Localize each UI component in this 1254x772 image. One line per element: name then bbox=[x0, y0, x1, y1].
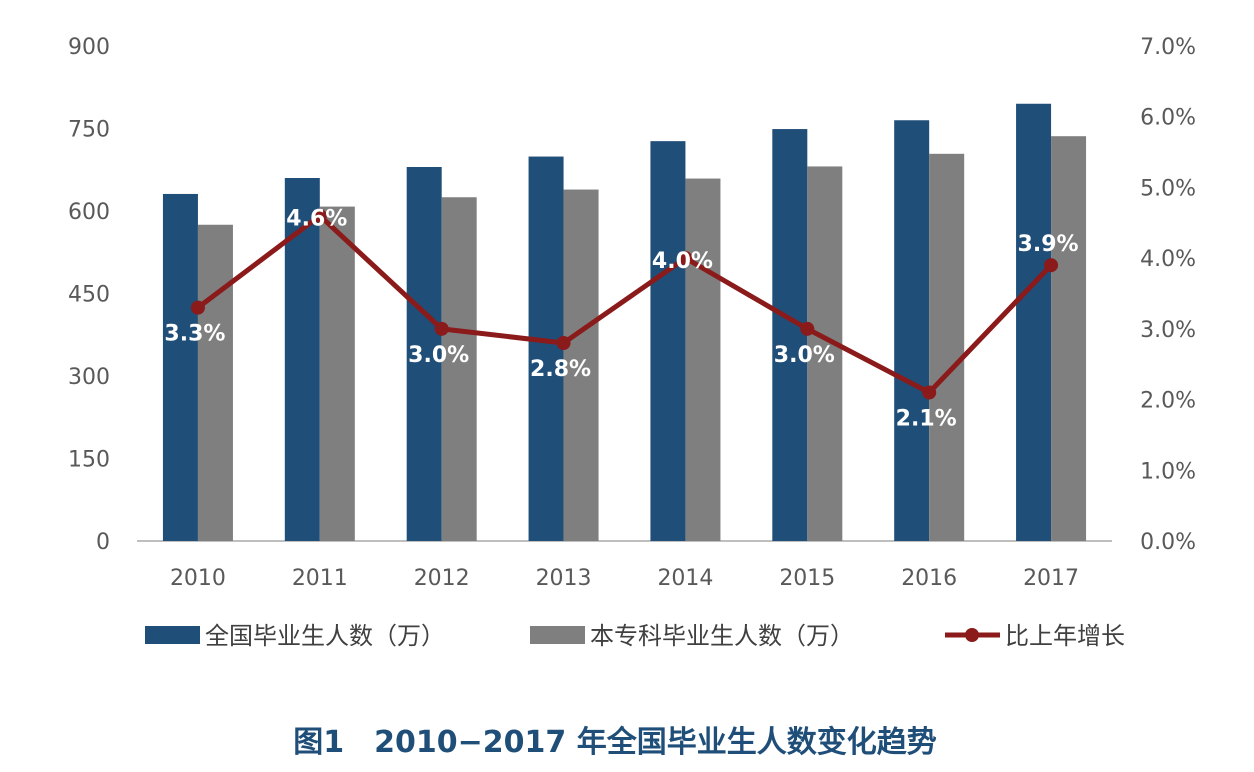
left-tick-label: 0 bbox=[96, 530, 110, 555]
x-tick-label: 2010 bbox=[170, 566, 226, 591]
growth-marker bbox=[190, 300, 205, 315]
legend-label: 全国毕业生人数（万） bbox=[205, 622, 445, 650]
growth-marker bbox=[556, 336, 571, 350]
bar-group bbox=[162, 103, 1087, 542]
national-graduates-bar bbox=[406, 167, 442, 541]
growth-data-label: 2.1% bbox=[896, 407, 957, 432]
growth-data-label: 3.3% bbox=[164, 322, 225, 347]
undergraduate-bar bbox=[1051, 136, 1087, 541]
left-tick-label: 600 bbox=[68, 200, 110, 225]
national-graduates-bar bbox=[650, 141, 686, 541]
national-graduates-bar bbox=[528, 156, 564, 542]
growth-data-label: 2.8% bbox=[530, 357, 591, 382]
x-axis: 2010 2011 2012 2013 2014 2015 2016 2017 bbox=[170, 566, 1079, 591]
growth-marker bbox=[922, 385, 937, 400]
national-graduates-bar bbox=[162, 193, 198, 541]
national-graduates-bar bbox=[1016, 103, 1052, 541]
undergraduate-bar bbox=[929, 153, 965, 542]
chart-caption: 图1 2010−2017 年全国毕业生人数变化趋势 bbox=[293, 725, 936, 760]
left-tick-label: 450 bbox=[68, 283, 110, 308]
right-tick-label: 5.0% bbox=[1140, 176, 1196, 201]
left-tick-label: 150 bbox=[68, 448, 110, 473]
right-tick-label: 7.0% bbox=[1140, 35, 1196, 60]
legend-label: 比上年增长 bbox=[1005, 622, 1125, 650]
right-axis: 0.0% 1.0% 2.0% 3.0% 4.0% 5.0% 6.0% 7.0% bbox=[1140, 35, 1196, 555]
growth-marker bbox=[312, 208, 327, 223]
undergraduate-bar bbox=[563, 189, 599, 542]
x-tick-label: 2015 bbox=[779, 566, 835, 591]
growth-data-label: 4.0% bbox=[652, 249, 713, 274]
legend-label: 本专科毕业生人数（万） bbox=[590, 622, 854, 650]
legend-swatch bbox=[530, 626, 585, 644]
right-tick-label: 3.0% bbox=[1140, 318, 1196, 343]
right-tick-label: 4.0% bbox=[1140, 247, 1196, 272]
x-tick-label: 2011 bbox=[292, 566, 348, 591]
x-tick-label: 2017 bbox=[1023, 566, 1079, 591]
national-graduates-bar bbox=[284, 178, 320, 541]
undergraduate-bar bbox=[319, 206, 355, 541]
left-tick-label: 750 bbox=[68, 118, 110, 143]
growth-marker bbox=[434, 321, 449, 336]
left-tick-label: 900 bbox=[68, 35, 110, 60]
growth-marker bbox=[678, 251, 693, 266]
undergraduate-bar bbox=[197, 224, 233, 541]
national-graduates-bar bbox=[772, 129, 808, 542]
national-graduates-bar bbox=[894, 120, 930, 541]
growth-data-label: 3.0% bbox=[774, 343, 835, 368]
legend-swatch bbox=[145, 626, 200, 644]
x-tick-label: 2013 bbox=[536, 566, 592, 591]
growth-line bbox=[196, 213, 1053, 395]
growth-data-label: 4.6% bbox=[286, 207, 347, 232]
left-tick-label: 300 bbox=[68, 365, 110, 390]
undergraduate-bar bbox=[441, 197, 477, 541]
right-tick-label: 1.0% bbox=[1140, 459, 1196, 484]
right-tick-label: 6.0% bbox=[1140, 106, 1196, 131]
legend: 全国毕业生人数（万） 本专科毕业生人数（万） 比上年增长 bbox=[145, 622, 1125, 650]
x-tick-label: 2014 bbox=[657, 566, 713, 591]
growth-data-label: 3.0% bbox=[408, 343, 469, 368]
right-tick-label: 2.0% bbox=[1140, 389, 1196, 414]
growth-line-layer: 3.3% 4.6% 3.0% 2.8% 4.0% 3.0% 2.1% 3.9% bbox=[164, 207, 1078, 432]
legend-marker bbox=[965, 628, 979, 642]
growth-data-label: 3.9% bbox=[1018, 232, 1079, 257]
left-axis: 0 150 300 450 600 750 900 bbox=[68, 35, 110, 555]
growth-marker bbox=[1044, 258, 1059, 273]
undergraduate-bar bbox=[807, 166, 843, 541]
x-tick-label: 2012 bbox=[414, 566, 470, 591]
x-tick-label: 2016 bbox=[901, 566, 957, 591]
right-tick-label: 0.0% bbox=[1140, 530, 1196, 555]
undergraduate-bar bbox=[685, 178, 721, 542]
growth-marker bbox=[800, 321, 815, 336]
